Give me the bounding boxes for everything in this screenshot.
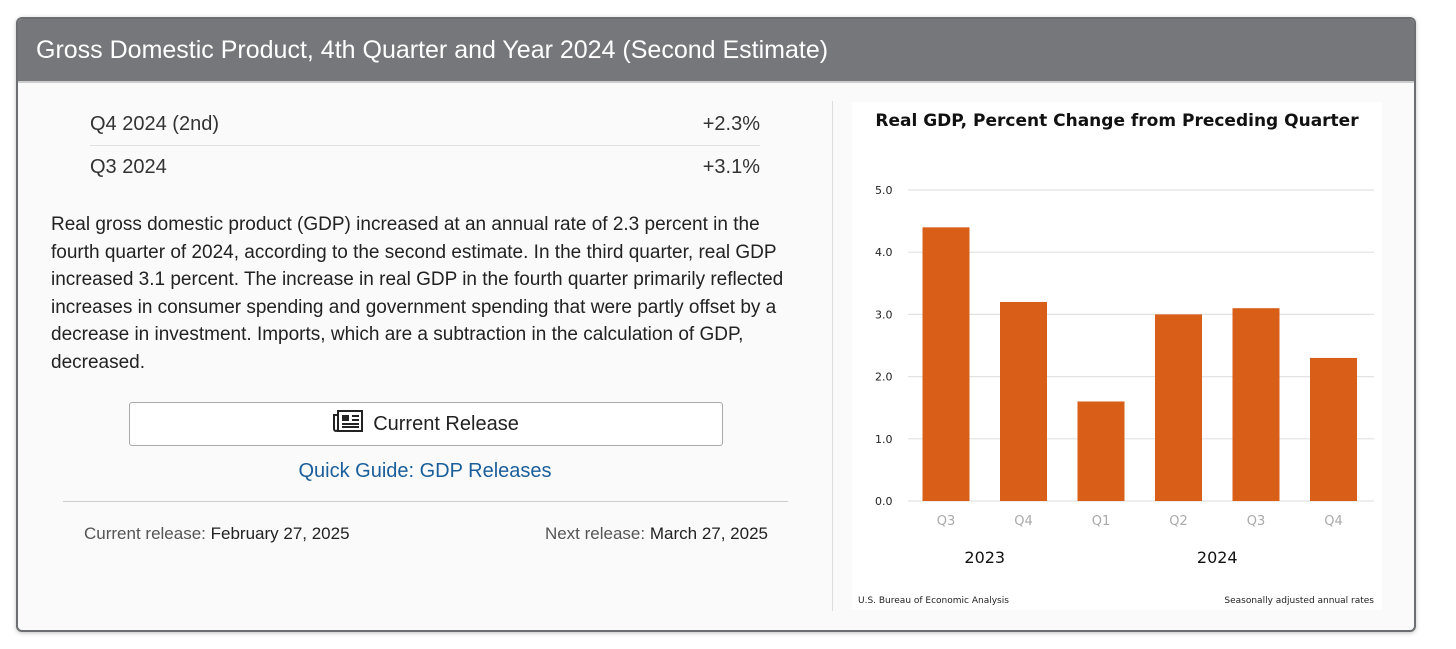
newspaper-icon [333,410,364,438]
panel-divider [832,101,833,611]
year-group-label: 2023 [964,548,1005,567]
bar-q4-5 [1310,357,1357,501]
y-tick-label: 4.0 [875,246,893,259]
release-description: Real gross domestic product (GDP) increa… [51,214,784,373]
x-tick-label: Q2 [1169,514,1188,529]
chart-svg: Real GDP, Percent Change from Preceding … [858,111,1374,606]
bar-q2-3 [1155,314,1202,501]
current-release-button[interactable]: Current Release [129,402,723,446]
next-release-label: Next release: [544,524,646,543]
gdp-card: Gross Domestic Product, 4th Quarter and … [16,17,1416,632]
x-tick-label: Q1 [1092,514,1111,529]
y-tick-label: 3.0 [875,308,893,321]
next-release-date: March 27, 2025 [649,524,768,543]
chart-note: Seasonally adjusted annual rates [1224,596,1374,606]
current-release-label: Current release: [84,524,206,543]
x-tick-label: Q3 [937,514,956,529]
summary-row: Q3 2024 +3.1% [90,146,760,188]
x-tick-label: Q3 [1247,514,1266,529]
summary-value: +3.1% [702,155,760,178]
divider [63,501,788,502]
summary-row: Q4 2024 (2nd) +2.3% [90,103,760,146]
x-tick-label: Q4 [1324,514,1343,529]
next-release-info: Next release: March 27, 2025 [545,524,768,544]
current-release-label: Current Release [373,412,519,435]
card-title: Gross Domestic Product, 4th Quarter and … [18,19,1414,83]
chart-source: U.S. Bureau of Economic Analysis [858,596,1009,606]
year-group-label: 2024 [1197,548,1238,567]
x-tick-label: Q4 [1014,514,1033,529]
y-tick-label: 0.0 [875,495,893,508]
chart-title: Real GDP, Percent Change from Preceding … [875,111,1359,131]
summary-value: +2.3% [702,112,760,135]
quick-guide-link[interactable]: Quick Guide: GDP Releases [298,460,552,482]
y-tick-label: 2.0 [875,371,893,384]
bar-q3-4 [1232,308,1280,501]
summary-label: Q4 2024 (2nd) [90,112,219,135]
current-release-info: Current release: February 27, 2025 [84,524,350,544]
bar-q3-0 [922,227,970,501]
summary-panel: Q4 2024 (2nd) +2.3% Q3 2024 +3.1% Real g… [18,83,832,628]
summary-label: Q3 2024 [90,155,167,178]
current-release-date: February 27, 2025 [210,524,350,543]
bar-q1-2 [1077,401,1125,501]
y-tick-label: 5.0 [875,184,893,197]
y-tick-label: 1.0 [875,433,893,446]
bar-q4-1 [1000,301,1047,501]
gdp-chart: Real GDP, Percent Change from Preceding … [852,102,1382,610]
